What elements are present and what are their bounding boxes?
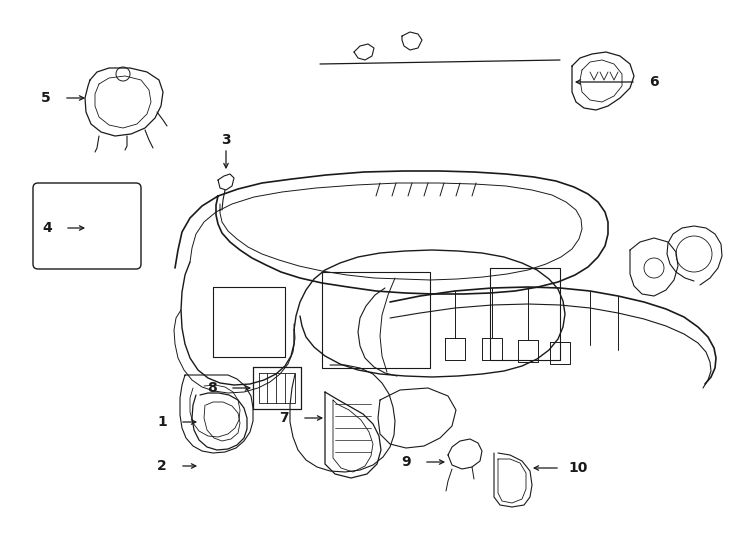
Text: 7: 7 xyxy=(279,411,288,425)
Text: 10: 10 xyxy=(568,461,588,475)
Text: 6: 6 xyxy=(649,75,659,89)
Text: 2: 2 xyxy=(157,459,167,473)
Text: 1: 1 xyxy=(157,415,167,429)
Text: 5: 5 xyxy=(41,91,51,105)
Text: 8: 8 xyxy=(207,381,217,395)
Text: 4: 4 xyxy=(42,221,52,235)
Text: 3: 3 xyxy=(221,133,230,147)
Text: 9: 9 xyxy=(401,455,411,469)
